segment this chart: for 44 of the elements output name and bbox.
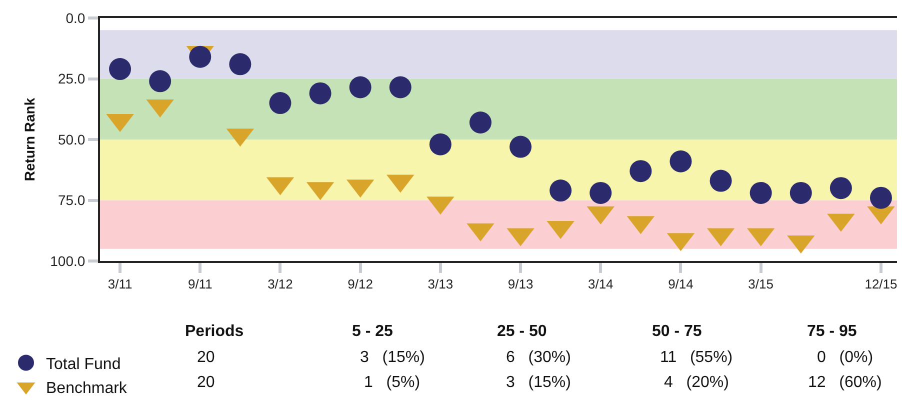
y-tick-label: 100.0 xyxy=(50,252,86,269)
x-tick-label: 3/12 xyxy=(268,276,293,292)
y-tick-label: 0.0 xyxy=(66,10,86,26)
y-axis-title: Return Rank xyxy=(21,98,38,182)
text: 50 - 75 xyxy=(652,323,702,340)
legend-label: Total Fund xyxy=(46,356,121,373)
text: 5 - 25 xyxy=(352,323,394,340)
point xyxy=(109,58,132,80)
point xyxy=(189,46,212,68)
legend-label: Benchmark xyxy=(46,380,128,397)
y-tick-label: 75.0 xyxy=(58,192,86,208)
text: 0 (0%) xyxy=(817,349,874,366)
y-tick-label: 50.0 xyxy=(58,131,86,148)
x-tick-label: 3/14 xyxy=(588,276,614,292)
text: Periods xyxy=(185,323,244,340)
point xyxy=(149,70,172,92)
x-tick-label: 3/11 xyxy=(108,276,132,292)
point xyxy=(429,133,452,156)
x-tick-label: 3/15 xyxy=(748,276,774,292)
text: 12 (60%) xyxy=(808,374,882,391)
text: 75 - 95 xyxy=(807,323,857,340)
x-tick-label: 9/13 xyxy=(508,276,534,292)
point xyxy=(229,53,252,76)
text: 4 (20%) xyxy=(664,374,729,391)
point xyxy=(349,76,372,98)
point xyxy=(309,82,332,104)
x-tick-label: 12/15 xyxy=(864,276,898,292)
text: 3 (15%) xyxy=(360,349,425,366)
x-tick-label: 3/13 xyxy=(428,276,454,292)
y-tick-label: 25.0 xyxy=(58,70,86,87)
text: 20 xyxy=(197,374,215,391)
text: 6 (30%) xyxy=(506,349,571,366)
point xyxy=(510,136,532,158)
text: 1 (5%) xyxy=(364,374,420,391)
point xyxy=(469,111,492,134)
text: 11 (55%) xyxy=(660,349,733,366)
text: 3 (15%) xyxy=(506,374,571,391)
point xyxy=(389,76,412,98)
text: 25 - 50 xyxy=(497,323,547,340)
x-tick-label: 9/14 xyxy=(668,276,694,292)
x-tick-label: 9/12 xyxy=(348,276,373,292)
point xyxy=(269,92,292,114)
text: 20 xyxy=(197,349,215,366)
x-tick-label: 9/11 xyxy=(188,276,212,292)
